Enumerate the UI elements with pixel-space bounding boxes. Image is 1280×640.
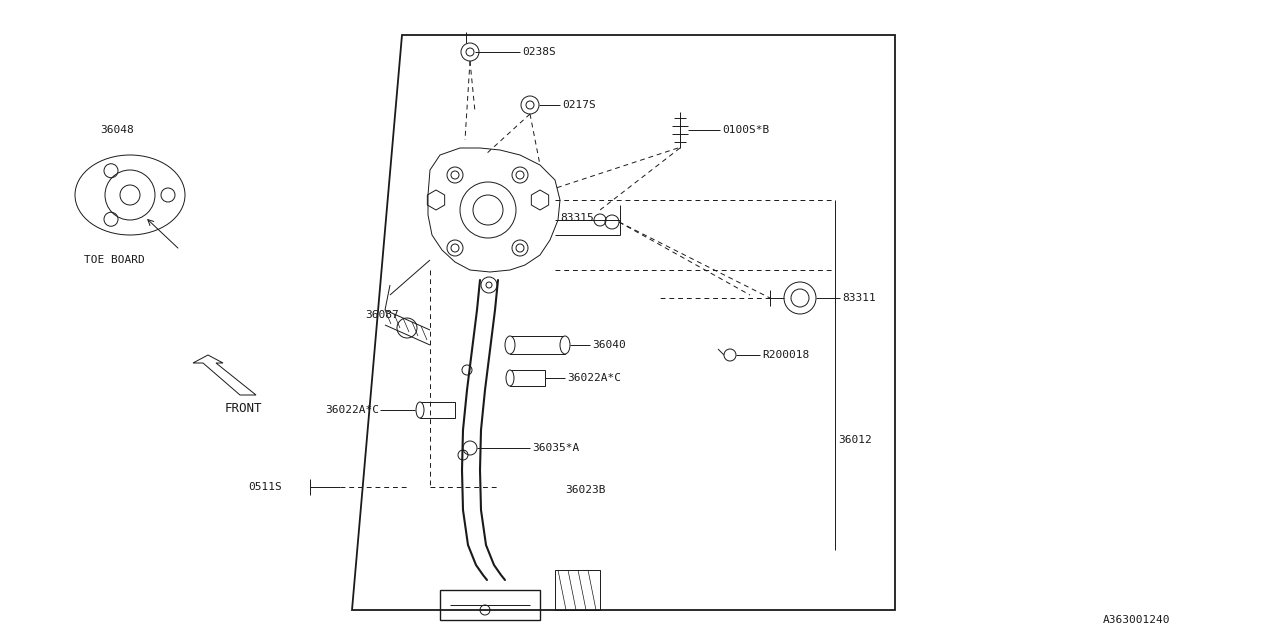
Ellipse shape bbox=[506, 370, 515, 386]
Text: TOE BOARD: TOE BOARD bbox=[84, 255, 145, 265]
Text: 36012: 36012 bbox=[838, 435, 872, 445]
Ellipse shape bbox=[506, 336, 515, 354]
Text: A363001240: A363001240 bbox=[1102, 615, 1170, 625]
Text: 36022A*C: 36022A*C bbox=[567, 373, 621, 383]
Text: 83311: 83311 bbox=[842, 293, 876, 303]
Text: 36023B: 36023B bbox=[564, 485, 605, 495]
Text: 0100S*B: 0100S*B bbox=[722, 125, 769, 135]
Text: 83315: 83315 bbox=[561, 213, 594, 223]
Text: 0217S: 0217S bbox=[562, 100, 595, 110]
Text: 36040: 36040 bbox=[593, 340, 626, 350]
Bar bbox=[420, 402, 454, 418]
Text: 0511S: 0511S bbox=[248, 482, 282, 492]
Bar bbox=[509, 370, 545, 386]
Text: 36035*A: 36035*A bbox=[532, 443, 580, 453]
Text: R200018: R200018 bbox=[762, 350, 809, 360]
Text: 36048: 36048 bbox=[100, 125, 133, 135]
Ellipse shape bbox=[561, 336, 570, 354]
Text: 36087: 36087 bbox=[365, 310, 399, 320]
Text: FRONT: FRONT bbox=[225, 401, 262, 415]
Text: 36022A*C: 36022A*C bbox=[325, 405, 379, 415]
Ellipse shape bbox=[416, 402, 424, 418]
Text: 0238S: 0238S bbox=[522, 47, 556, 57]
Bar bbox=[509, 336, 564, 354]
